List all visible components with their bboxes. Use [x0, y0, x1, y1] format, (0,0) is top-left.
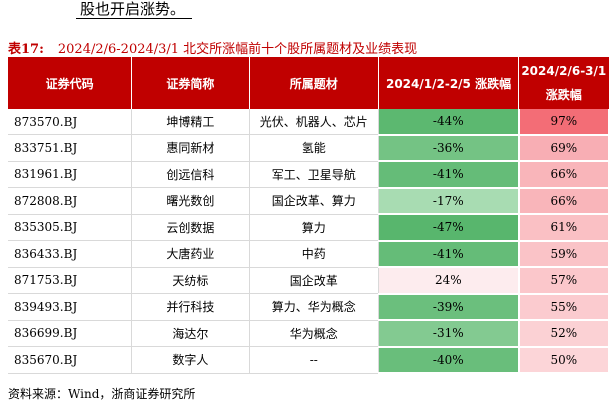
header-name: 证券简称: [131, 57, 250, 109]
cell-change-2: 69%: [518, 134, 610, 162]
header-change-2: 2024/2/6-3/1 涨跌幅: [518, 57, 610, 109]
cell-code: 836699.BJ: [8, 320, 133, 347]
cell-change-1: -36%: [378, 134, 520, 162]
cell-change-1: -44%: [378, 109, 520, 136]
cell-theme: 算力、华为概念: [249, 293, 379, 321]
table-row: 836433.BJ 大唐药业 中药 -41% 59%: [8, 240, 610, 268]
cell-theme: 光伏、机器人、芯片: [249, 109, 379, 135]
cell-name: 并行科技: [131, 293, 250, 321]
cell-code: 835670.BJ: [8, 346, 133, 374]
table-row: 835305.BJ 云创数据 算力 -47% 61%: [8, 214, 610, 242]
table-row: 871753.BJ 天纺标 国企改革 24% 57%: [8, 267, 610, 295]
cell-name: 天纺标: [131, 267, 250, 294]
cell-name: 坤博精工: [131, 109, 250, 135]
cell-name: 曙光数创: [131, 187, 250, 215]
table-row: 833751.BJ 惠同新材 氢能 -36% 69%: [8, 134, 610, 162]
cell-change-1: -40%: [378, 346, 520, 374]
cell-code: 839493.BJ: [8, 293, 133, 321]
cell-change-1: -31%: [378, 320, 520, 348]
table-row: 836699.BJ 海达尔 华为概念 -31% 52%: [8, 320, 610, 348]
cell-theme: --: [249, 346, 379, 374]
cell-change-2: 50%: [518, 346, 610, 374]
cell-change-2: 61%: [518, 214, 610, 242]
cell-change-1: 24%: [378, 267, 520, 295]
cell-theme: 华为概念: [249, 320, 379, 347]
cell-name: 数字人: [131, 346, 250, 374]
cell-theme: 中药: [249, 240, 379, 268]
cell-code: 833751.BJ: [8, 134, 133, 162]
cell-name: 创远信科: [131, 161, 250, 188]
table-row: 872808.BJ 曙光数创 国企改革、算力 -17% 66%: [8, 187, 610, 215]
cell-change-2: 66%: [518, 187, 610, 215]
cell-theme: 军工、卫星导航: [249, 161, 379, 188]
cell-change-1: -41%: [378, 161, 520, 189]
cell-code: 871753.BJ: [8, 267, 133, 294]
cell-code: 873570.BJ: [8, 109, 133, 135]
cell-theme: 氢能: [249, 134, 379, 162]
cell-theme: 国企改革: [249, 267, 379, 294]
cell-change-2: 57%: [518, 267, 610, 295]
stock-table: 证券代码 证券简称 所属题材 2024/1/2-2/5 涨跌幅 2024/2/6…: [8, 57, 610, 374]
header-code: 证券代码: [8, 57, 133, 109]
header-theme: 所属题材: [249, 57, 379, 109]
header-change-1: 2024/1/2-2/5 涨跌幅: [378, 57, 520, 109]
lead-underline: [76, 18, 192, 19]
source-note: 资料来源：Wind，浙商证券研究所: [8, 387, 196, 401]
table-row: 873570.BJ 坤博精工 光伏、机器人、芯片 -44% 97%: [8, 109, 610, 136]
caption-label: 表17:: [8, 42, 44, 57]
cell-name: 惠同新材: [131, 134, 250, 162]
table-caption: 表17: 2024/2/6-2024/3/1 北交所涨幅前十个股所属题材及业绩表现: [8, 38, 417, 57]
cell-change-1: -17%: [378, 187, 520, 215]
cell-code: 836433.BJ: [8, 240, 133, 268]
cell-theme: 算力: [249, 214, 379, 241]
cell-change-2: 97%: [518, 109, 610, 136]
table-row: 839493.BJ 并行科技 算力、华为概念 -39% 55%: [8, 293, 610, 321]
cell-name: 大唐药业: [131, 240, 250, 268]
cell-change-2: 59%: [518, 240, 610, 268]
cell-change-1: -39%: [378, 293, 520, 321]
cell-change-1: -47%: [378, 214, 520, 242]
cell-change-1: -41%: [378, 240, 520, 268]
cell-change-2: 52%: [518, 320, 610, 348]
cell-code: 831961.BJ: [8, 161, 133, 188]
cell-code: 872808.BJ: [8, 187, 133, 215]
cell-name: 云创数据: [131, 214, 250, 241]
caption-title: 2024/2/6-2024/3/1 北交所涨幅前十个股所属题材及业绩表现: [57, 42, 418, 57]
lead-text: 股也开启涨势。: [80, 0, 186, 18]
table-row: 835670.BJ 数字人 -- -40% 50%: [8, 346, 610, 374]
cell-code: 835305.BJ: [8, 214, 133, 241]
cell-change-2: 66%: [518, 161, 610, 189]
header-row: 证券代码 证券简称 所属题材 2024/1/2-2/5 涨跌幅 2024/2/6…: [8, 57, 610, 109]
cell-theme: 国企改革、算力: [249, 187, 379, 215]
table-row: 831961.BJ 创远信科 军工、卫星导航 -41% 66%: [8, 161, 610, 189]
cell-name: 海达尔: [131, 320, 250, 347]
cell-change-2: 55%: [518, 293, 610, 321]
